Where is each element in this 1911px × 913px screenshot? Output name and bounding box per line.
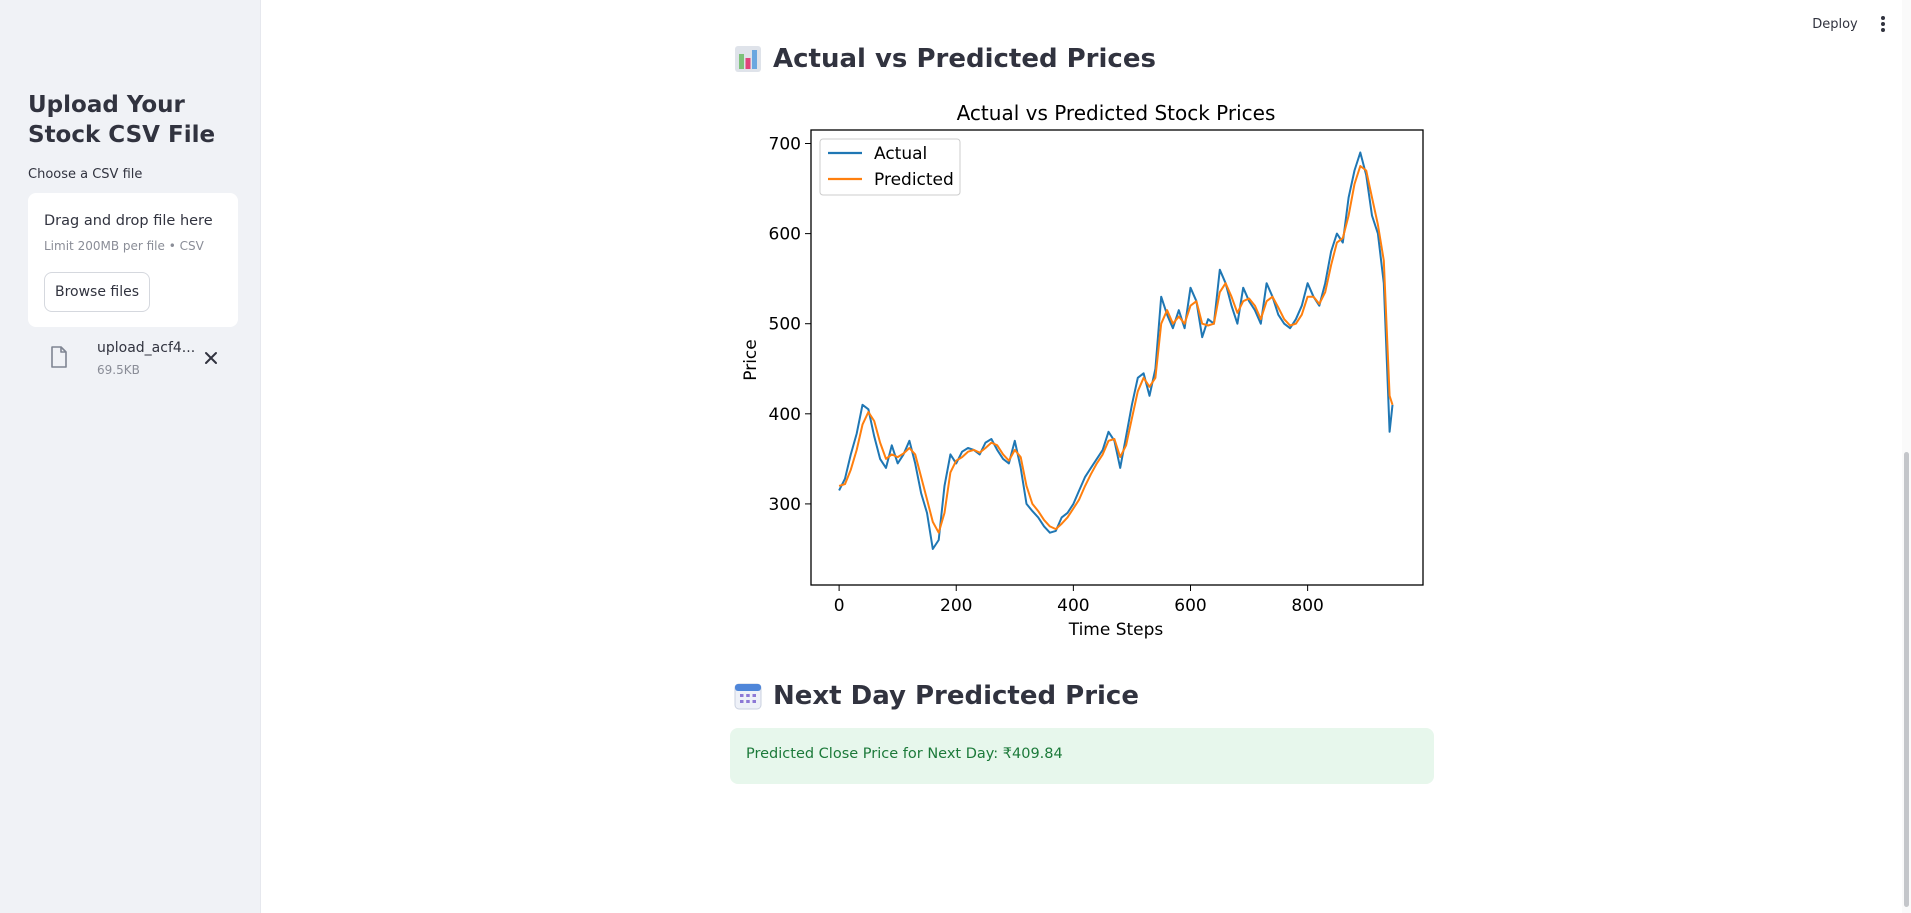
x-axis-ticks: 0 200 400 600 800 [834,585,1324,616]
next-day-section-title: Next Day Predicted Price [773,681,1139,711]
predicted-price-text: Predicted Close Price for Next Day: ₹409… [746,746,1063,762]
uploaded-file: upload_acf4... 69.5KB [28,334,238,384]
plot-frame [810,129,1424,586]
series-line-actual [838,151,1394,550]
main-menu-button[interactable] [1872,12,1894,36]
next-day-section-header: Next Day Predicted Price [734,679,1139,713]
chart-section-header: Actual vs Predicted Prices [734,42,1156,76]
actual-vs-predicted-chart: Actual vs Predicted Stock Prices 300 400 5… [741,101,1424,640]
file-uploader-label: Choose a CSV file [28,167,143,182]
x-tick-label: 800 [1291,596,1323,616]
calendar-icon [734,683,762,710]
dropzone-limit-text: Limit 200MB per file • CSV [44,239,204,253]
file-dropzone[interactable]: Drag and drop file here Limit 200MB per … [28,193,238,327]
chart-legend: Actual Predicted [819,138,961,196]
y-tick-label: 700 [769,135,801,155]
remove-file-button[interactable] [199,346,223,370]
browse-files-button[interactable]: Browse files [44,272,150,312]
deploy-button[interactable]: Deploy [1804,12,1866,36]
file-icon [51,346,67,368]
bar-chart-icon [735,46,761,72]
x-tick-label: 200 [940,596,972,616]
x-axis-label: Time Steps [1068,620,1164,640]
sidebar: Upload Your Stock CSV File Choose a CSV … [0,0,261,913]
prediction-success-alert: Predicted Close Price for Next Day: ₹409… [730,728,1434,784]
series-lines [838,151,1394,550]
series-line-predicted [838,165,1394,534]
y-axis-label: Price [741,339,761,380]
sidebar-title: Upload Your Stock CSV File [28,92,216,148]
y-tick-label: 400 [769,405,801,425]
uploaded-file-name: upload_acf4... [97,340,196,356]
x-tick-label: 0 [834,596,845,616]
x-tick-label: 600 [1174,596,1206,616]
y-tick-label: 300 [769,495,801,515]
x-tick-label: 400 [1057,596,1089,616]
close-icon [205,352,217,364]
dropzone-instructions: Drag and drop file here [44,213,213,229]
y-axis-ticks: 300 400 500 600 700 [769,135,811,515]
legend-label-predicted: Predicted [874,170,954,190]
legend-label-actual: Actual [874,144,927,164]
y-tick-label: 500 [769,315,801,335]
chart-section-title: Actual vs Predicted Prices [773,44,1156,74]
uploaded-file-size: 69.5KB [97,363,140,377]
chart-title: Actual vs Predicted Stock Prices [957,101,1276,125]
y-tick-label: 600 [769,225,801,245]
more-vertical-icon [1881,16,1885,32]
page-scrollbar-thumb[interactable] [1904,452,1909,907]
